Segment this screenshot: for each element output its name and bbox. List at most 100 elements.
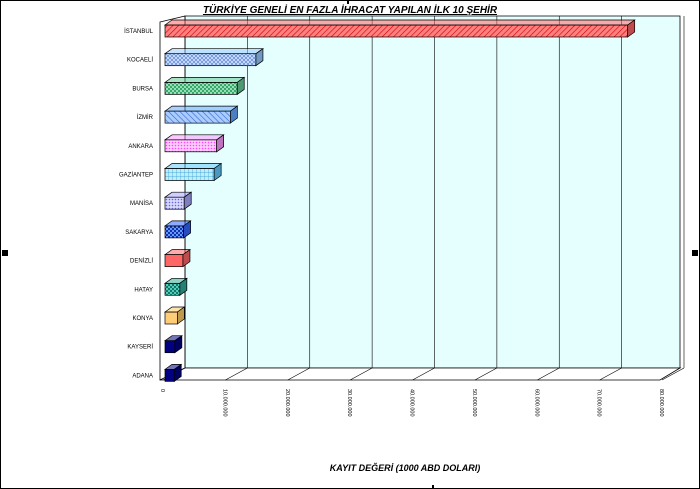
frame-left [0, 0, 1, 489]
bar-front [164, 110, 231, 124]
bar-end [173, 363, 182, 383]
category-label: KONYA [132, 316, 153, 322]
plot-walls [159, 15, 682, 381]
x-tick-label: 70.000.000 [596, 389, 602, 417]
bar-5 [163, 162, 223, 182]
gridlines [162, 16, 685, 381]
floor-gridline-4 [412, 367, 435, 381]
bar-12 [163, 363, 183, 383]
bar-end-shade [255, 48, 263, 66]
bar-front [164, 225, 184, 239]
category-label: ANKARA [128, 144, 153, 150]
bar-end-shade [179, 278, 187, 296]
bar-6 [163, 191, 193, 210]
bar-end-shade [627, 20, 635, 37]
floor-gridline-3 [349, 367, 373, 381]
back-wall [184, 15, 681, 369]
category-label: SAKARYA [125, 230, 153, 236]
resize-handle-right[interactable] [692, 250, 698, 256]
bar-end [182, 248, 191, 268]
bar-end-shade [174, 364, 182, 382]
bar-end [183, 191, 192, 210]
bar-front [164, 369, 175, 382]
bar-front [164, 196, 185, 210]
bar-9 [163, 277, 188, 296]
x-tick-label: 0 [159, 389, 165, 392]
floor-gridline-2 [287, 367, 310, 381]
x-tick-labels: 0 10.000.000 20.000.000 30.000.000 40.000.00… [159, 389, 664, 417]
bar-end [255, 48, 264, 67]
category-label: İZMİR [137, 114, 154, 121]
category-label: İSTANBUL [124, 28, 154, 35]
bar-11 [163, 335, 183, 354]
bar-1 [163, 48, 265, 67]
bar-end-shade [182, 249, 190, 267]
category-labels: İSTANBUL KOCAELİ BURSA İZMİR ANKARA GAZİANTEP… [119, 28, 154, 379]
bar-top [163, 48, 265, 55]
bar-end-shade [184, 192, 192, 210]
bars [163, 19, 636, 383]
bar-10 [163, 306, 186, 325]
bar-top [163, 163, 223, 169]
resize-handle-left[interactable] [2, 250, 8, 256]
bar-top [163, 134, 225, 141]
x-tick-label: 10.000.000 [221, 389, 227, 417]
x-axis-title: KAYIT DEĞERİ (1000 ABD DOLARI) [330, 462, 481, 473]
category-label: DENİZLİ [130, 258, 153, 265]
floor-gridline-6 [537, 367, 560, 381]
bar-end-shade [214, 163, 222, 181]
bar-end-shade [230, 106, 238, 124]
floor-gridline-1 [225, 367, 248, 381]
bar-end-shade [177, 307, 185, 324]
bar-front [164, 254, 184, 267]
x-tick-label: 40.000.000 [409, 389, 415, 417]
x-tick-label: 60.000.000 [533, 389, 539, 417]
floor [159, 367, 682, 381]
category-label: ADANA [132, 373, 153, 379]
resize-handle-top[interactable] [347, 0, 349, 4]
bar-end-shade [183, 220, 191, 238]
floor-gridline-8 [661, 367, 685, 381]
x-tick-label: 20.000.000 [284, 389, 290, 417]
bar-2 [163, 76, 246, 96]
bar-front [164, 340, 176, 354]
bar-end [236, 76, 245, 96]
bar-end [176, 306, 185, 325]
bar-4 [163, 134, 225, 153]
bar-end [179, 277, 188, 296]
category-label: KOCAELİ [127, 57, 153, 64]
bar-end [213, 162, 222, 182]
bar-front [164, 24, 629, 38]
bar-end-shade [216, 134, 224, 152]
bar-front [164, 282, 181, 296]
x-tick-label: 50.000.000 [471, 389, 477, 417]
bar-end [174, 335, 183, 354]
bar-front [164, 168, 215, 181]
bar-front [164, 82, 238, 95]
bar-top [163, 77, 246, 83]
bar-end [183, 220, 191, 239]
bar-8 [163, 248, 192, 268]
bar-front [164, 139, 217, 153]
bar-front [164, 311, 178, 325]
bar-end [230, 105, 238, 124]
category-label: GAZİANTEP [119, 172, 153, 179]
floor-gridline-5 [474, 367, 498, 381]
frame-top [0, 0, 700, 1]
category-label: HATAY [134, 287, 153, 293]
bar-0 [163, 19, 636, 38]
category-label: KAYSERİ [127, 344, 153, 351]
bar-top [163, 105, 239, 112]
bar-front [164, 53, 257, 67]
x-tick-label: 30.000.000 [346, 389, 352, 417]
bar-end-shade [237, 77, 245, 95]
bar-3 [163, 105, 239, 124]
chart-title: TÜRKİYE GENELİ EN FAZLA İHRACAT YAPILAN … [203, 3, 498, 16]
x-tick-label: 80.000.000 [658, 389, 664, 417]
floor-gridline-7 [599, 367, 622, 381]
category-label: BURSA [132, 86, 153, 92]
category-label: MANİSA [130, 200, 153, 207]
resize-handle-bottom[interactable] [432, 485, 434, 489]
bar-end [216, 134, 224, 153]
